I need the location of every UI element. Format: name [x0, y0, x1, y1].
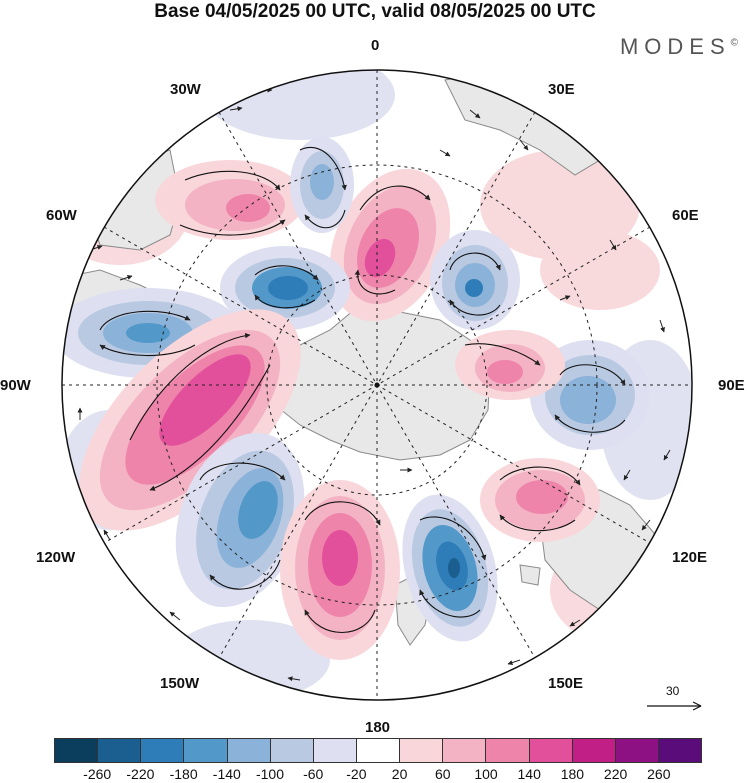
colorbar-swatch [356, 739, 401, 762]
lon-label-90e: 90E [718, 377, 745, 394]
colorbar-tick-label: 220 [603, 766, 628, 782]
colorbar-swatch [184, 739, 228, 762]
graticule [62, 70, 692, 700]
copyright-mark: © [730, 37, 738, 49]
map-title: Base 04/05/2025 00 UTC, valid 08/05/2025… [154, 1, 596, 22]
lon-label-120e: 120E [672, 549, 708, 566]
colorbar-tick-label: -140 [212, 766, 241, 782]
colorbar-tick-label: -100 [255, 766, 285, 782]
colorbar-swatch [615, 739, 659, 762]
reference-vector: 30 [645, 684, 705, 714]
lon-label-30e: 30E [548, 81, 575, 98]
colorbar-tick-label: 100 [474, 766, 498, 782]
tasmania [519, 564, 541, 586]
wind-vectors [77, 87, 671, 682]
lon-label-60e: 60E [672, 207, 699, 224]
modes-logo: MODES© [620, 34, 738, 60]
colorbar-ticks: -260 -220 -180 -140 -100 -60 -20 20 60 100 140 180 2… [54, 766, 702, 783]
lon-label-120w: 120W [36, 549, 76, 566]
colorbar-tick-label: -260 [83, 766, 112, 782]
colorbar-tick-label: -20 [346, 766, 367, 782]
colorbar-swatch [141, 739, 185, 762]
brand-text: MODES [619, 34, 731, 59]
reference-arrow-icon [647, 701, 702, 711]
colorbar-tick-label: 180 [560, 766, 585, 782]
colorbar-tick-label: 60 [435, 766, 451, 782]
map-border [61, 69, 693, 701]
colorbar [54, 738, 702, 763]
colorbar-tick-label: 20 [391, 766, 408, 782]
colorbar-swatch [98, 739, 142, 762]
colorbar-tick-label: 140 [517, 766, 541, 782]
streamlines [99, 146, 626, 633]
colorbar-tick-label: -180 [169, 766, 198, 782]
lon-label-90w: 90W [0, 377, 31, 394]
colorbar-swatch [486, 739, 530, 762]
colorbar-swatch [55, 739, 99, 762]
colorbar-swatch [443, 739, 487, 762]
colorbar-swatch [658, 739, 702, 762]
colorbar-tick-label: 260 [647, 766, 671, 782]
colorbar-swatch [313, 739, 357, 762]
reference-vector-value: 30 [666, 684, 680, 698]
lon-label-150w: 150W [160, 675, 200, 692]
polar-stereographic-map [61, 69, 693, 701]
lon-label-30w: 30W [170, 81, 201, 98]
colorbar-swatch [400, 739, 444, 762]
colorbar-swatch [529, 739, 573, 762]
lon-label-0: 0 [371, 37, 380, 54]
lon-label-60w: 60W [46, 207, 77, 224]
colorbar-swatch [227, 739, 271, 762]
colorbar-swatch [270, 739, 314, 762]
colorbar-tick-label: -60 [303, 766, 324, 782]
colorbar-tick-label: -220 [126, 766, 155, 782]
lon-label-150e: 150E [548, 675, 584, 692]
colorbar-swatch [572, 739, 616, 762]
south-pole-marker [374, 382, 380, 388]
lon-label-180: 180 [365, 719, 391, 736]
